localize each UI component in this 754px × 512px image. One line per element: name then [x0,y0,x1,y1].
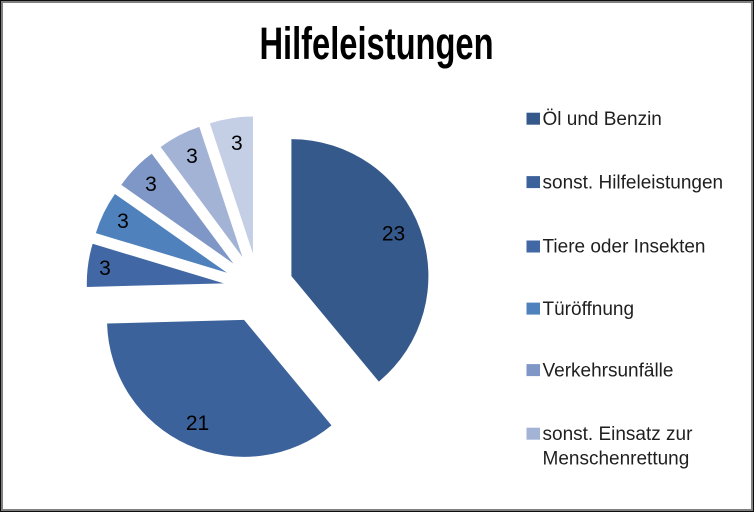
svg-text:Verkehrsunfälle: Verkehrsunfälle [543,360,674,381]
svg-text:3: 3 [231,132,243,155]
svg-text:23: 23 [382,222,405,245]
svg-text:3: 3 [117,210,129,233]
svg-text:Hilfeleistungen: Hilfeleistungen [259,19,493,69]
svg-text:Öl und Benzin: Öl und Benzin [543,109,662,130]
svg-text:sonst. Hilfeleistungen: sonst. Hilfeleistungen [543,172,724,193]
svg-text:Menschenrettung: Menschenrettung [543,449,690,470]
svg-text:sonst. Einsatz zur: sonst. Einsatz zur [543,424,694,445]
svg-text:3: 3 [186,145,198,168]
svg-text:3: 3 [145,173,157,196]
svg-text:21: 21 [186,412,209,435]
svg-text:Tiere oder Insekten: Tiere oder Insekten [543,237,706,258]
svg-text:Türöffnung: Türöffnung [543,299,635,320]
svg-text:3: 3 [99,257,111,280]
